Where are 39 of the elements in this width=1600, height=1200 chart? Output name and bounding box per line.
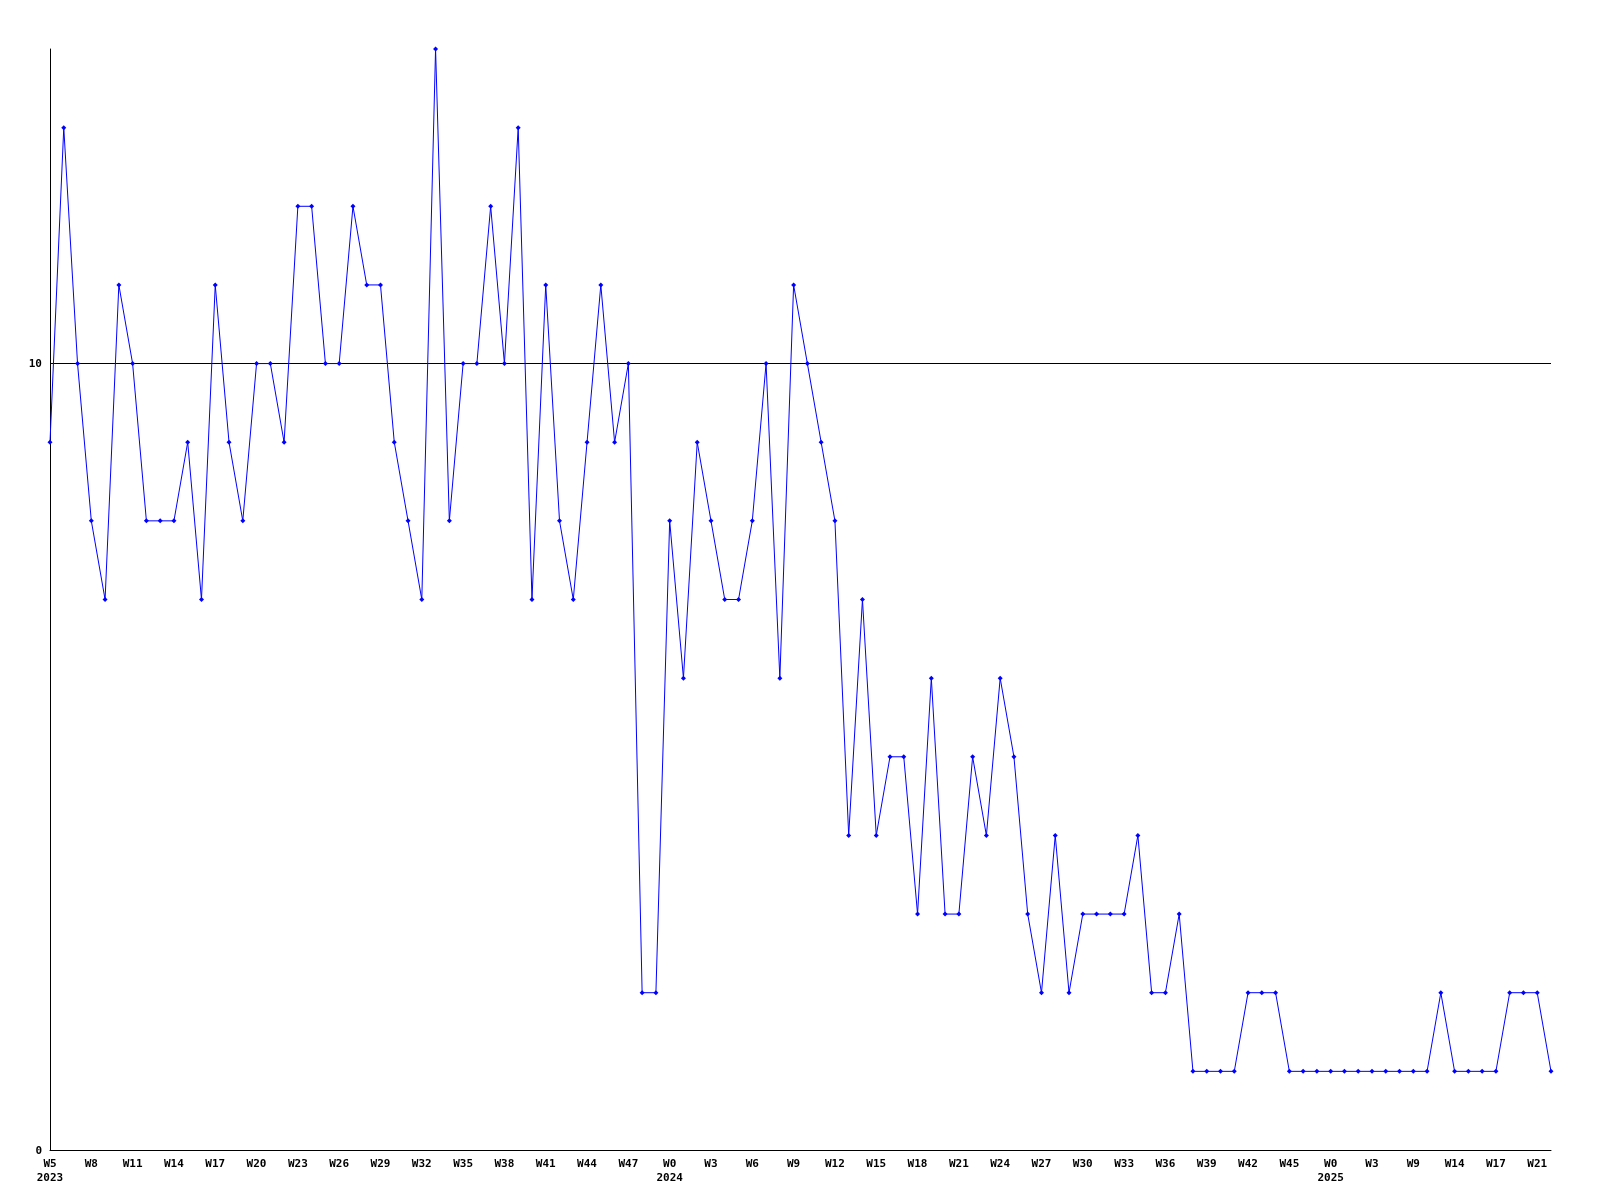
- x-tick-label: W29: [370, 1156, 391, 1170]
- x-tick-label: W38: [494, 1156, 515, 1170]
- x-tick-label: W42: [1238, 1156, 1258, 1170]
- x-tick-label: W23: [287, 1156, 308, 1170]
- x-tick-label: W11: [122, 1156, 143, 1170]
- x-tick-label: W33: [1114, 1156, 1135, 1170]
- x-tick-label: W3: [1365, 1156, 1379, 1170]
- x-tick-label: W3: [704, 1156, 718, 1170]
- x-tick-label: W45: [1279, 1156, 1300, 1170]
- y-tick-label: 10: [28, 357, 42, 371]
- x-tick-label: W17: [1485, 1156, 1506, 1170]
- x-tick-label: W0 2025: [1317, 1156, 1344, 1184]
- x-tick-label: W12: [824, 1156, 845, 1170]
- x-tick-label: W24: [990, 1156, 1011, 1170]
- x-tick-label: W0 2024: [656, 1156, 684, 1184]
- x-tick-label: W36: [1155, 1156, 1176, 1170]
- x-tick-label: W39: [1196, 1156, 1217, 1170]
- x-tick-label: W17: [205, 1156, 226, 1170]
- x-tick-label: W14: [164, 1156, 185, 1170]
- x-tick-label: W26: [329, 1156, 350, 1170]
- x-tick-label: W6: [745, 1156, 760, 1170]
- y-tick-label: 0: [35, 1143, 42, 1157]
- x-tick-label: W14: [1444, 1156, 1465, 1170]
- x-tick-label: W8: [84, 1156, 98, 1170]
- x-tick-label: W30: [1072, 1156, 1093, 1170]
- x-tick-label: W47: [618, 1156, 639, 1170]
- x-tick-label: W44: [577, 1156, 598, 1170]
- x-tick-label: W20: [246, 1156, 267, 1170]
- x-tick-label: W15: [866, 1156, 887, 1170]
- x-tick-label: W5 2023: [36, 1156, 64, 1184]
- x-tick-label: W18: [907, 1156, 928, 1170]
- x-tick-label: W41: [535, 1156, 557, 1170]
- x-tick-label: W35: [453, 1156, 474, 1170]
- x-tick-label: W21: [1527, 1156, 1548, 1170]
- x-tick-label: W32: [411, 1156, 432, 1170]
- x-tick-label: W9: [1406, 1156, 1420, 1170]
- x-tick-label: W27: [1031, 1156, 1052, 1170]
- x-tick-label: W21: [948, 1156, 970, 1170]
- x-tick-label: W9: [786, 1156, 801, 1170]
